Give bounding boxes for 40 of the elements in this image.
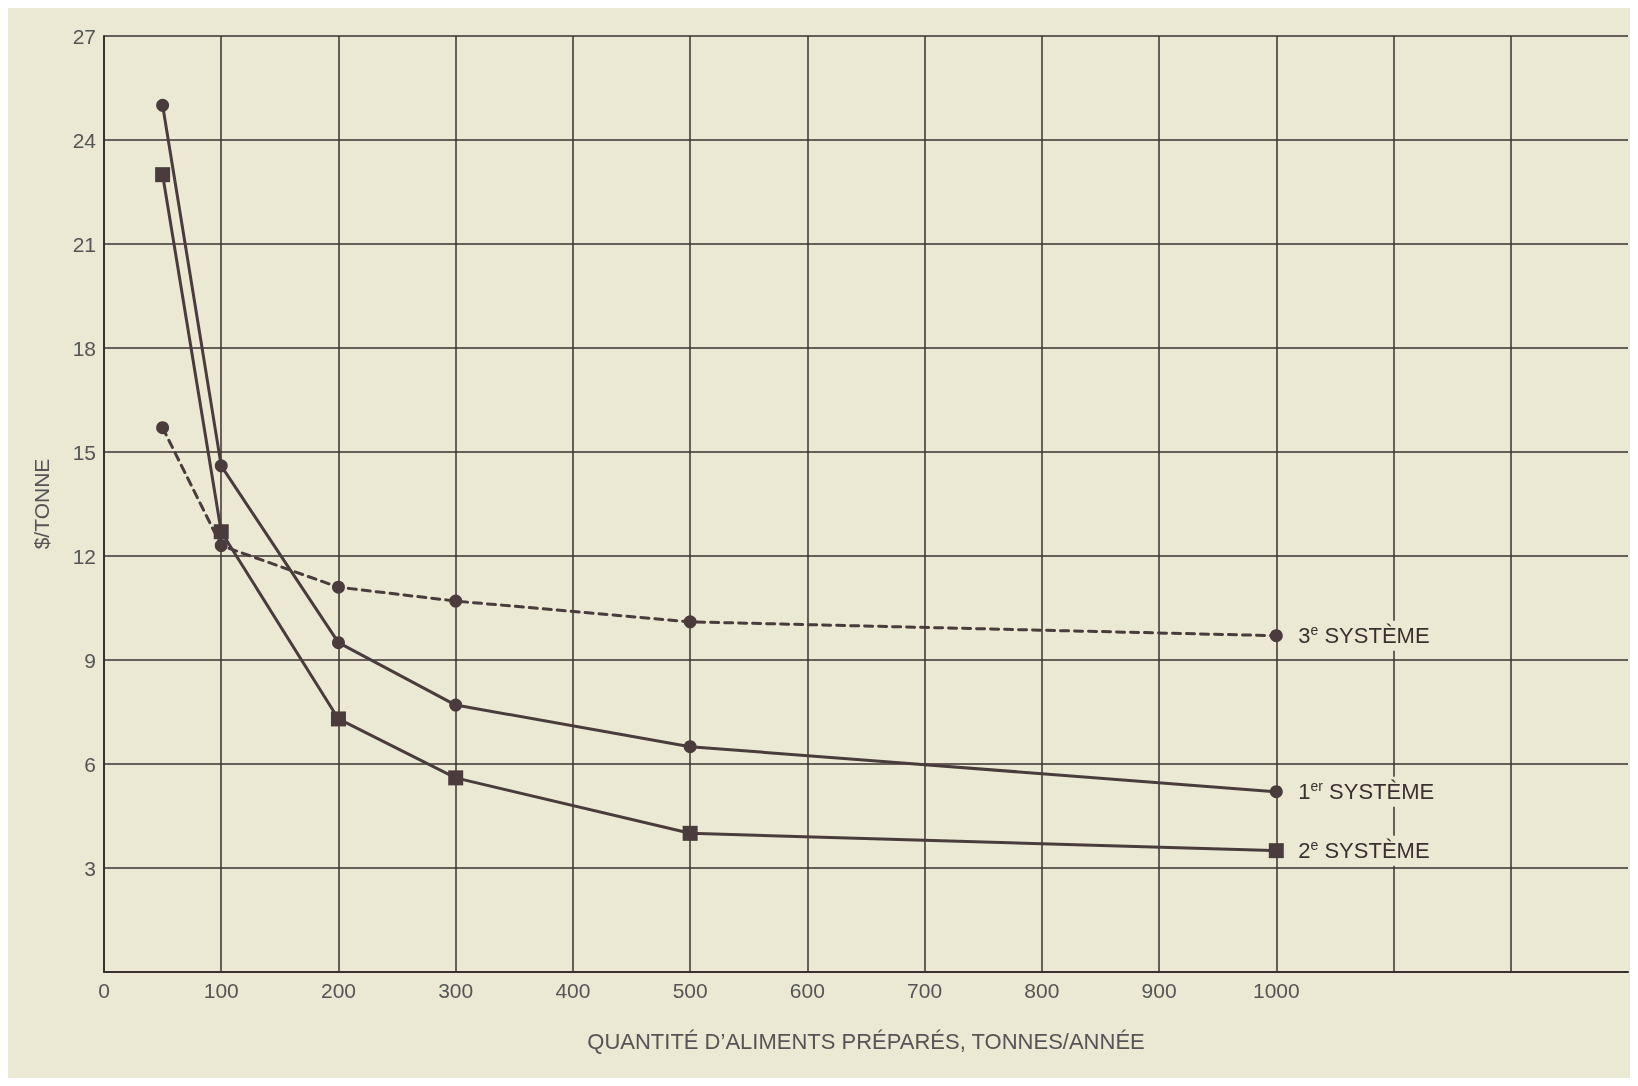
point <box>214 539 228 553</box>
point <box>214 459 228 473</box>
point <box>1268 843 1284 859</box>
x-tick-label: 400 <box>555 979 591 1002</box>
point <box>449 594 463 608</box>
x-tick-label: 700 <box>907 979 943 1002</box>
y-axis-title: $/TONNE <box>30 458 53 550</box>
point <box>682 825 698 841</box>
point <box>1269 629 1283 643</box>
y-tick-label: 9 <box>84 648 96 672</box>
x-tick-label: 1000 <box>1252 979 1300 1002</box>
y-tick-label: 27 <box>72 24 96 48</box>
y-tick-label: 24 <box>72 128 97 152</box>
x-tick-label: 0 <box>98 979 110 1002</box>
y-tick-label: 18 <box>72 336 96 360</box>
x-tick-label: 900 <box>1141 979 1177 1002</box>
point <box>156 421 170 435</box>
y-tick-label: 21 <box>72 232 96 256</box>
point <box>449 698 463 712</box>
y-tick-label: 6 <box>84 752 96 776</box>
y-tick-label: 12 <box>72 544 96 568</box>
x-tick-label: 200 <box>320 979 356 1002</box>
point <box>683 740 697 754</box>
point <box>448 770 464 786</box>
x-axis-title: QUANTITÉ D’ALIMENTS PRÉPARÉS, TONNES/ANNÉE <box>587 1028 1145 1054</box>
point <box>683 615 697 629</box>
x-tick-label: 100 <box>203 979 239 1002</box>
x-tick-label: 600 <box>789 979 825 1002</box>
point <box>330 711 346 727</box>
x-tick-label: 800 <box>1024 979 1060 1002</box>
point <box>331 636 345 650</box>
y-tick-label: 15 <box>72 440 96 464</box>
x-tick-label: 300 <box>438 979 474 1002</box>
point <box>331 580 345 594</box>
y-tick-label: 3 <box>84 856 96 880</box>
point <box>155 167 171 183</box>
point <box>213 524 229 540</box>
point <box>1269 785 1283 799</box>
x-tick-label: 500 <box>672 979 708 1002</box>
point <box>156 98 170 112</box>
